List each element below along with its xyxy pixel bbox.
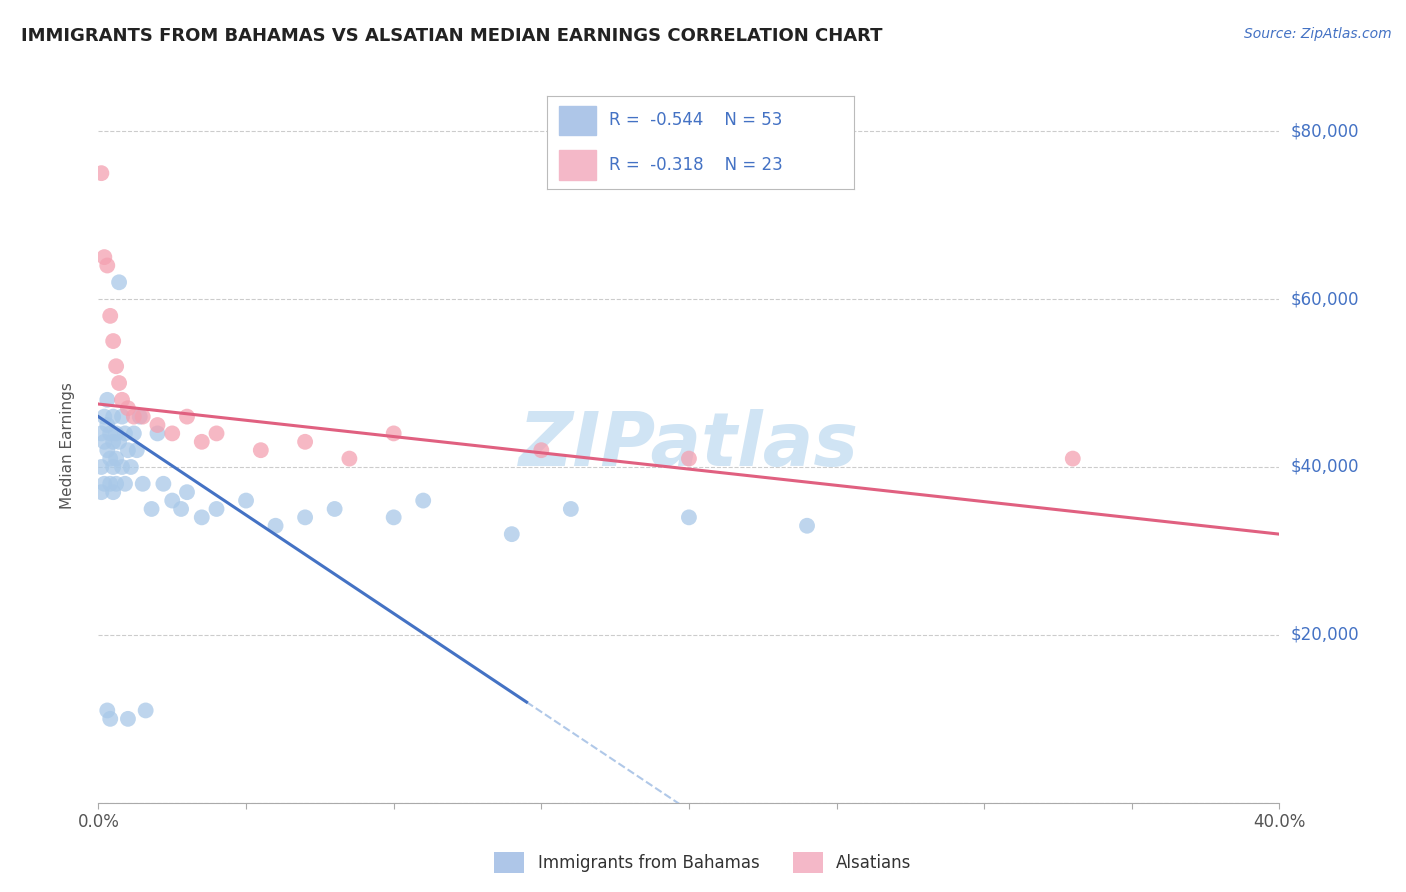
Point [111, 392, 134, 407]
Point [111, 409, 134, 424]
Point [103, 485, 125, 500]
Point [117, 443, 139, 458]
Point [108, 376, 131, 390]
Point [170, 502, 193, 516]
Point [796, 518, 818, 533]
Text: $40,000: $40,000 [1291, 458, 1360, 476]
Text: IMMIGRANTS FROM BAHAMAS VS ALSATIAN MEDIAN EARNINGS CORRELATION CHART: IMMIGRANTS FROM BAHAMAS VS ALSATIAN MEDI… [21, 27, 883, 45]
Point [412, 493, 434, 508]
Point [162, 426, 183, 441]
Point [96, 703, 118, 717]
Point [132, 476, 155, 491]
Text: $20,000: $20,000 [1291, 626, 1360, 644]
Point [114, 476, 136, 491]
Text: $60,000: $60,000 [1291, 290, 1360, 308]
Text: ZIPatlas: ZIPatlas [519, 409, 859, 483]
Point [235, 493, 257, 508]
Point [98, 309, 121, 323]
Point [176, 409, 198, 424]
Point [678, 510, 700, 524]
Point [98, 476, 121, 491]
Point [96, 417, 118, 432]
Point [105, 476, 128, 491]
Point [93, 476, 115, 491]
Point [205, 502, 228, 516]
Point [114, 426, 136, 441]
Point [111, 460, 134, 475]
Point [191, 434, 214, 449]
Point [323, 502, 346, 516]
Point [294, 510, 316, 524]
Point [103, 409, 125, 424]
Point [90, 166, 112, 180]
Point [105, 426, 128, 441]
Point [162, 493, 183, 508]
Point [98, 426, 121, 441]
Point [108, 434, 131, 449]
Point [122, 409, 145, 424]
Point [122, 426, 145, 441]
Point [146, 417, 169, 432]
Point [93, 434, 115, 449]
Point [382, 426, 405, 441]
Point [90, 426, 112, 441]
Point [90, 460, 112, 475]
Point [146, 426, 169, 441]
Point [108, 275, 131, 289]
Point [98, 712, 121, 726]
Point [382, 510, 405, 524]
Point [105, 359, 128, 374]
Point [117, 401, 139, 416]
Point [120, 460, 142, 475]
Point [678, 451, 700, 466]
Point [98, 451, 121, 466]
Y-axis label: Median Earnings: Median Earnings [60, 383, 75, 509]
Point [103, 434, 125, 449]
Point [141, 502, 163, 516]
Point [96, 443, 118, 458]
Point [294, 434, 316, 449]
Point [250, 443, 273, 458]
Point [264, 518, 287, 533]
Point [132, 409, 155, 424]
Point [93, 409, 115, 424]
Point [191, 510, 214, 524]
Point [90, 485, 112, 500]
Point [125, 443, 148, 458]
Legend: Immigrants from Bahamas, Alsatians: Immigrants from Bahamas, Alsatians [488, 846, 918, 880]
Point [96, 392, 118, 407]
Point [530, 443, 553, 458]
Text: Source: ZipAtlas.com: Source: ZipAtlas.com [1244, 27, 1392, 41]
Point [128, 409, 150, 424]
Point [501, 527, 523, 541]
Point [93, 250, 115, 264]
Point [103, 460, 125, 475]
Point [152, 476, 174, 491]
Text: $80,000: $80,000 [1291, 122, 1360, 140]
Point [339, 451, 361, 466]
Point [135, 703, 157, 717]
Point [1062, 451, 1084, 466]
Point [103, 334, 125, 348]
Point [117, 712, 139, 726]
Point [176, 485, 198, 500]
Point [205, 426, 228, 441]
Point [560, 502, 582, 516]
Point [96, 259, 118, 273]
Point [105, 451, 128, 466]
